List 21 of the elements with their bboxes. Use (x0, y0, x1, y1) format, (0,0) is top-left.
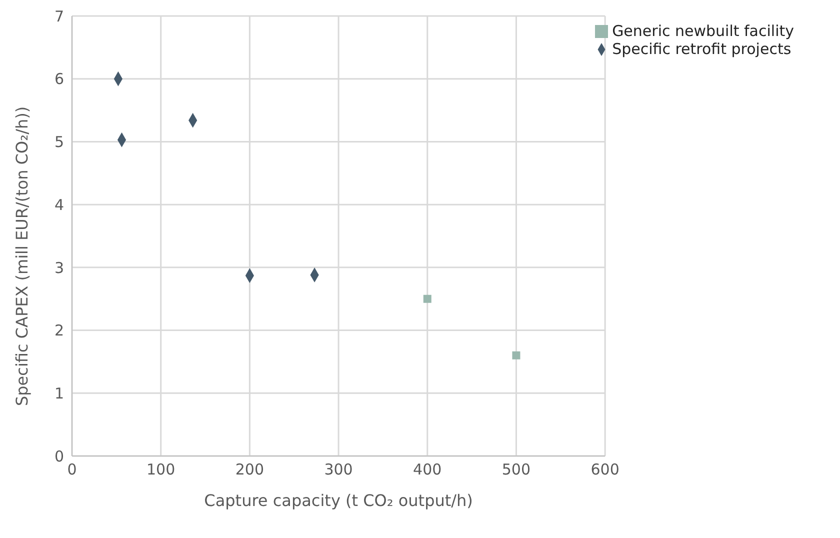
point (512, 351, 520, 360)
y-tick-label: 5 (54, 133, 64, 152)
y-tick-label: 6 (54, 70, 64, 88)
legend-label: Specific retrofit projects (612, 40, 792, 58)
x-tick-label: 300 (324, 460, 353, 479)
y-axis-title: Specific CAPEX (mill EUR/(ton CO₂/h)) (12, 106, 32, 406)
point (423, 294, 432, 303)
y-tick-label: 7 (54, 7, 64, 26)
x-axis-title: Capture capacity (t CO₂ output/h) (204, 491, 473, 510)
y-tick-label: 4 (54, 196, 64, 214)
y-tick-label: 3 (54, 258, 64, 277)
legend-label: Generic newbuilt facility (612, 22, 794, 40)
x-tick-label: 200 (235, 460, 264, 479)
x-tick-label: 400 (413, 460, 442, 479)
x-tick-label: 100 (146, 460, 176, 479)
y-tick-label: 1 (54, 384, 64, 402)
x-tick-label: 600 (590, 460, 620, 479)
x-tick-label: 500 (502, 460, 531, 479)
x-tick-label: 0 (67, 460, 77, 479)
y-tick-label: 2 (54, 322, 64, 340)
y-tick-label: 0 (54, 447, 64, 466)
